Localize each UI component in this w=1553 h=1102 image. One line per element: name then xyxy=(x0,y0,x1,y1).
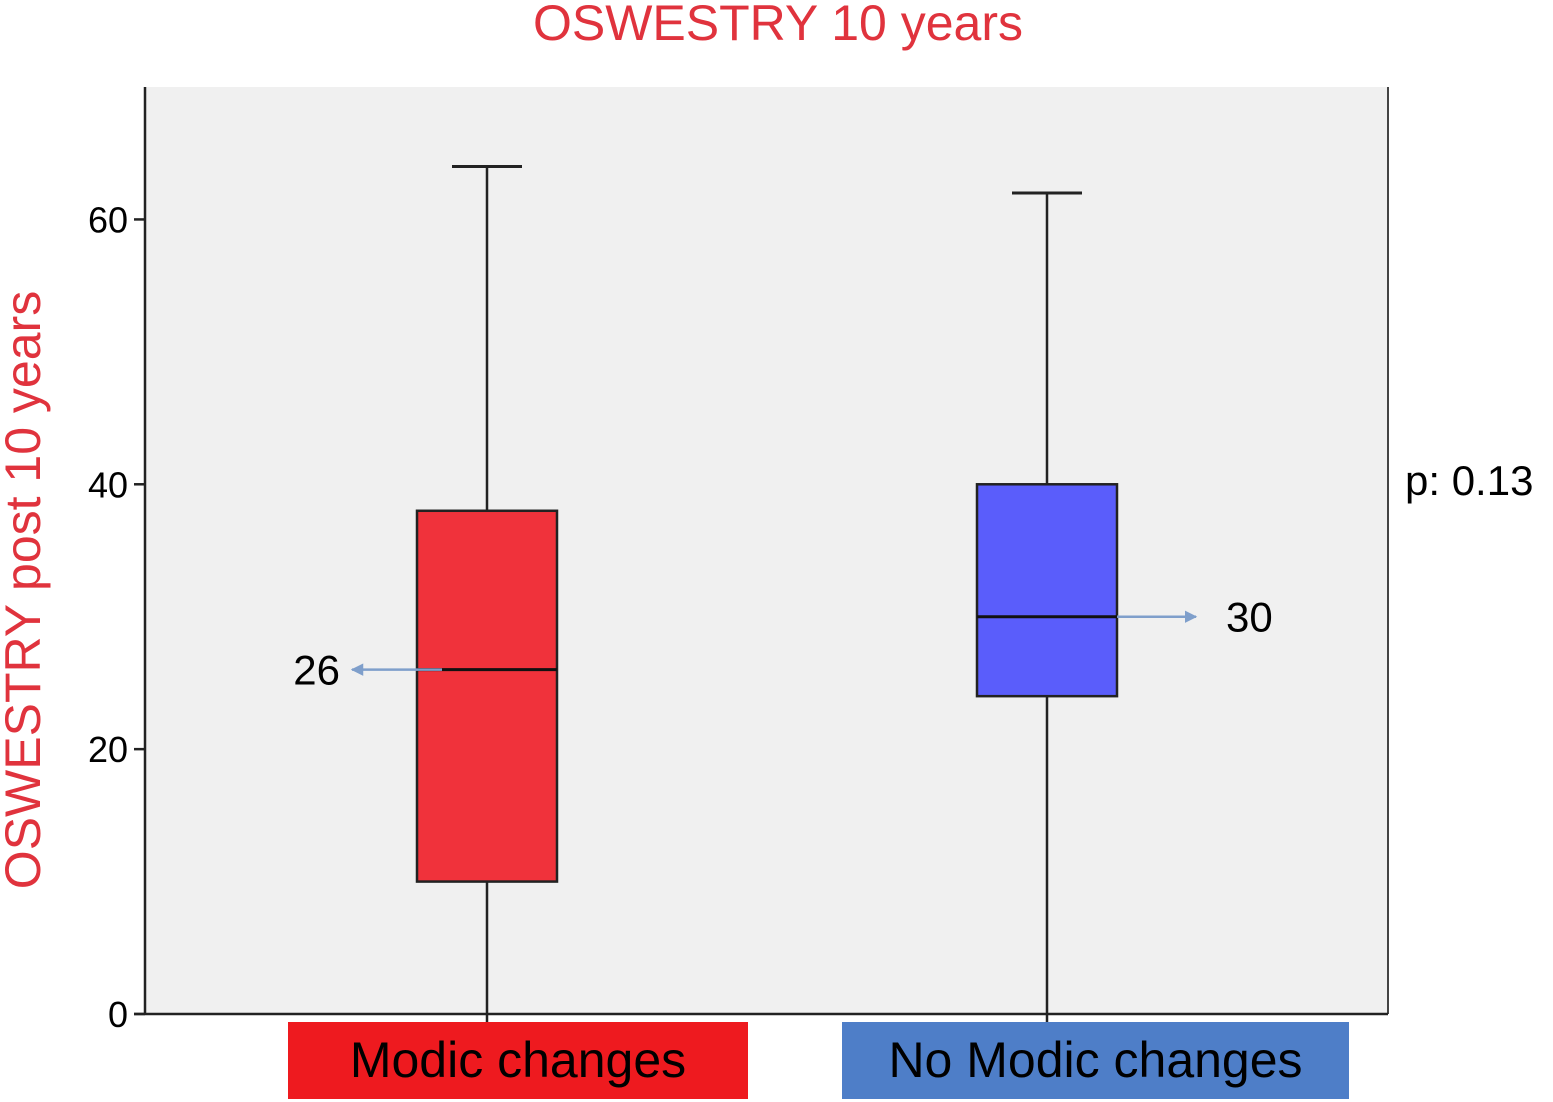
y-axis-label: OSWESTRY post 10 years xyxy=(0,291,51,889)
box-iqr xyxy=(975,483,1119,698)
box-iqr xyxy=(415,509,559,883)
y-tick-label: 0 xyxy=(108,994,128,1035)
category-labels: Modic changes No Modic changes xyxy=(288,1022,1349,1099)
category-label: Modic changes xyxy=(350,1032,686,1088)
boxes: 26 30 xyxy=(293,164,1273,1022)
category-label-background xyxy=(288,1022,748,1099)
category-label-background xyxy=(842,1022,1349,1099)
y-axis-ticks: 0 20 40 60 xyxy=(88,199,145,1035)
y-tick-label: 40 xyxy=(88,464,128,505)
y-tick-label: 60 xyxy=(88,199,128,240)
plot-area xyxy=(145,87,1388,1014)
median-value-label: 30 xyxy=(1226,594,1273,641)
chart-title: OSWESTRY 10 years xyxy=(533,0,1023,51)
y-tick-label: 20 xyxy=(88,729,128,770)
median-value-label: 26 xyxy=(293,647,340,694)
category-label: No Modic changes xyxy=(888,1032,1302,1088)
p-value-annotation: p: 0.13 xyxy=(1405,457,1533,504)
